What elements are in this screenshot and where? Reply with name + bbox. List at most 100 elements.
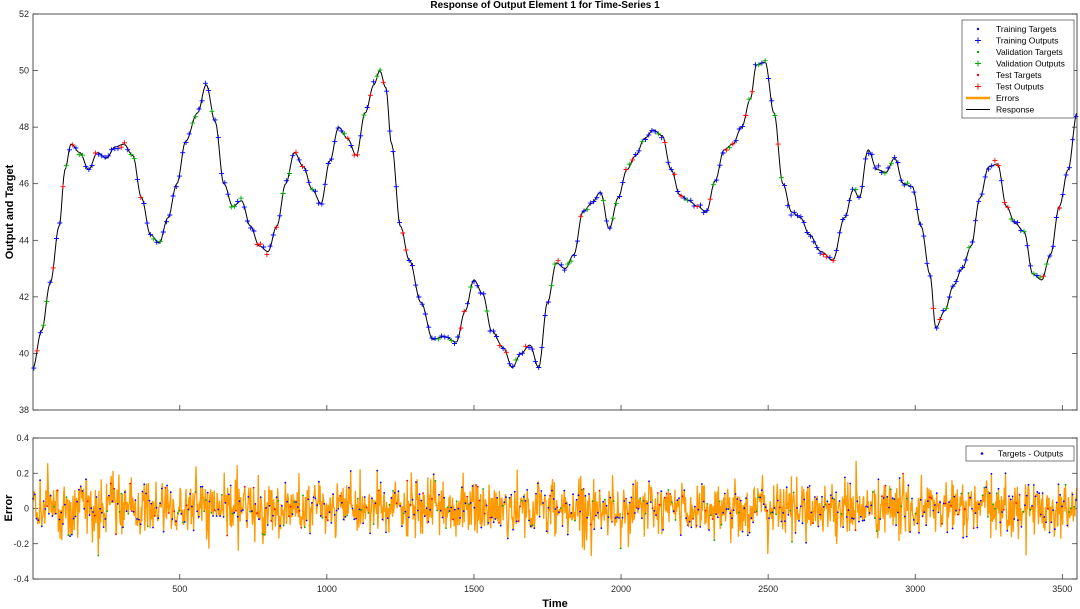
- training-output-marker: [105, 153, 111, 159]
- error-point: [626, 512, 629, 515]
- error-point: [378, 489, 380, 492]
- training-output-marker: [927, 273, 933, 279]
- training-output-marker: [840, 217, 846, 222]
- error-point: [363, 496, 366, 498]
- error-point: [429, 508, 431, 511]
- error-point: [513, 490, 516, 493]
- error-point: [478, 499, 481, 502]
- error-point: [125, 510, 128, 512]
- training-output-marker: [575, 238, 580, 244]
- test-output-marker: [662, 139, 668, 145]
- error-point: [840, 512, 843, 515]
- top-y-tick-label: 50: [19, 66, 29, 76]
- training-output-marker: [833, 248, 839, 254]
- error-point: [838, 500, 841, 502]
- error-point: [1059, 494, 1062, 496]
- training-output-marker: [296, 157, 302, 163]
- legend-label: Errors: [996, 93, 1019, 103]
- error-point: [785, 486, 788, 489]
- error-point: [766, 509, 769, 512]
- error-point: [245, 520, 248, 522]
- error-point: [944, 502, 947, 505]
- training-output-marker: [490, 328, 496, 334]
- training-output-marker: [481, 291, 487, 297]
- error-point: [349, 470, 352, 472]
- error-point: [395, 502, 398, 505]
- training-output-marker: [659, 135, 665, 141]
- top-x-ticks: [179, 405, 1063, 410]
- error-point: [773, 507, 776, 509]
- bottom-x-tick-label: 1500: [464, 584, 484, 594]
- error-point: [1013, 518, 1016, 520]
- error-point: [953, 495, 956, 498]
- error-point: [921, 515, 924, 517]
- error-point: [1062, 500, 1065, 503]
- error-point: [436, 509, 439, 512]
- validation-output-marker: [128, 152, 134, 158]
- test-output-marker: [254, 242, 260, 247]
- training-output-marker: [1063, 172, 1069, 178]
- error-point: [162, 530, 165, 533]
- error-point: [858, 520, 860, 523]
- test-output-marker: [1002, 200, 1008, 206]
- error-point: [67, 534, 70, 537]
- error-point: [1018, 493, 1021, 496]
- error-point: [448, 510, 451, 512]
- training-output-marker: [924, 260, 930, 266]
- training-output-marker: [1050, 243, 1056, 249]
- training-output-marker: [390, 148, 396, 154]
- error-point: [692, 517, 694, 520]
- training-output-marker: [714, 177, 720, 183]
- error-point: [273, 508, 276, 511]
- error-point: [337, 508, 340, 510]
- error-point: [889, 488, 892, 491]
- error-point: [76, 500, 78, 503]
- error-point: [909, 531, 912, 533]
- error-point: [438, 493, 440, 496]
- error-point: [446, 506, 449, 509]
- error-point: [561, 525, 564, 527]
- validation-output-marker: [600, 197, 606, 203]
- error-point: [56, 489, 59, 492]
- error-point: [1071, 493, 1074, 496]
- response-axes: Response of Output Element 1 for Time-Se…: [4, 0, 1079, 415]
- error-point: [316, 504, 319, 507]
- error-point: [489, 516, 491, 519]
- error-point: [483, 512, 486, 515]
- error-point: [1020, 526, 1023, 528]
- top-y-tick-label: 38: [19, 405, 29, 415]
- training-output-marker: [892, 154, 898, 160]
- error-point: [461, 486, 463, 489]
- error-point: [634, 512, 636, 514]
- training-output-marker: [316, 200, 322, 206]
- validation-output-marker: [613, 200, 619, 206]
- test-output-marker: [458, 325, 464, 331]
- validation-output-marker: [584, 206, 590, 212]
- error-point: [979, 499, 982, 502]
- error-point: [367, 512, 370, 514]
- validation-output-marker: [746, 96, 752, 102]
- error-point: [648, 480, 650, 483]
- error-point: [667, 489, 670, 491]
- error-point: [408, 516, 410, 519]
- error-point: [607, 516, 610, 519]
- error-point: [35, 517, 38, 520]
- error-point: [591, 500, 594, 502]
- error-point: [415, 481, 417, 483]
- validation-output-marker: [361, 112, 367, 118]
- training-output-marker: [901, 182, 907, 188]
- training-output-marker: [617, 194, 623, 199]
- error-point: [941, 523, 943, 525]
- error-point: [522, 495, 525, 498]
- error-point: [762, 503, 765, 506]
- training-output-marker: [814, 245, 820, 251]
- validation-output-marker: [468, 284, 474, 290]
- error-point: [70, 533, 73, 536]
- training-output-marker: [73, 145, 79, 151]
- error-point: [113, 487, 116, 490]
- error-point: [434, 480, 437, 482]
- error-point: [598, 489, 601, 492]
- training-output-marker: [1047, 253, 1053, 259]
- error-point: [422, 492, 424, 494]
